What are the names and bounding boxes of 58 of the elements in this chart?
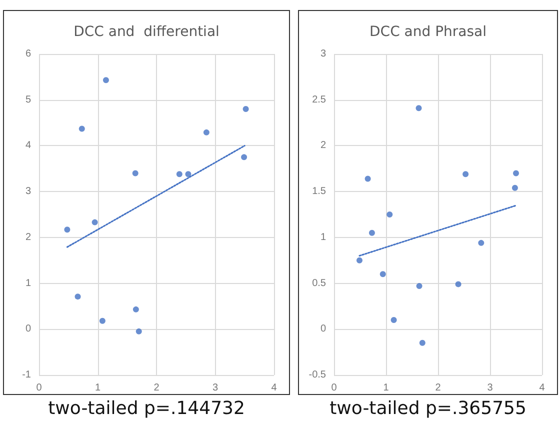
point xyxy=(512,184,518,191)
point xyxy=(78,126,85,132)
point xyxy=(64,226,70,233)
y-tick-label: 3 xyxy=(320,48,326,60)
chart-title: DCC and Phrasal xyxy=(370,24,486,40)
point xyxy=(478,240,484,246)
point xyxy=(462,171,469,178)
y-tick-label: 2 xyxy=(25,232,32,243)
point xyxy=(513,170,519,176)
y-tick-label: 5 xyxy=(25,94,32,106)
point xyxy=(136,328,142,334)
point xyxy=(132,170,138,176)
point xyxy=(203,129,210,136)
y-tick-label: 1.5 xyxy=(312,186,326,198)
point xyxy=(356,257,362,264)
y-tick-label: 3 xyxy=(25,186,32,198)
point xyxy=(390,316,397,323)
y-tick-label: -1 xyxy=(22,370,32,380)
x-tick-label: 4 xyxy=(539,382,546,394)
y-tick-label: 2 xyxy=(320,140,326,152)
point xyxy=(132,306,139,312)
point xyxy=(455,281,462,288)
text: two-tailed p=.365755 xyxy=(328,398,528,419)
y-tick-label: 1 xyxy=(320,232,326,243)
point xyxy=(419,340,426,346)
point xyxy=(380,271,386,278)
x-tick-label: 1 xyxy=(383,382,390,394)
point xyxy=(102,77,109,84)
point xyxy=(99,318,106,324)
x-tick-label: 4 xyxy=(271,382,278,394)
point xyxy=(368,230,375,236)
y-tick-label: 0.5 xyxy=(312,278,326,289)
y-tick-label: 6 xyxy=(25,48,32,60)
point xyxy=(416,105,422,112)
point xyxy=(242,106,249,112)
point xyxy=(386,212,393,218)
x-tick-label: 2 xyxy=(435,382,442,394)
y-tick-label: 0 xyxy=(25,324,32,335)
point xyxy=(92,219,98,226)
x-tick-label: 0 xyxy=(331,382,338,394)
x-tick-label: 2 xyxy=(154,382,160,394)
text: two-tailed p=.144732 xyxy=(47,398,246,419)
y-tick-label: 4 xyxy=(25,140,32,152)
point xyxy=(416,283,422,290)
y-tick-label: 2.5 xyxy=(312,94,326,106)
x-tick-label: 3 xyxy=(487,382,494,394)
x-tick-label: 1 xyxy=(94,382,101,394)
y-tick-label: 0 xyxy=(320,324,326,335)
y-tick-label: 1 xyxy=(25,278,32,289)
x-tick-label: 3 xyxy=(212,382,218,394)
point xyxy=(364,176,371,182)
point xyxy=(176,171,182,178)
point xyxy=(241,154,248,160)
point xyxy=(185,171,192,178)
y-tick-label: -0.5 xyxy=(308,370,326,380)
point xyxy=(74,294,81,300)
x-tick-label: 0 xyxy=(36,382,42,394)
chart-title: DCC and differential xyxy=(74,24,220,40)
